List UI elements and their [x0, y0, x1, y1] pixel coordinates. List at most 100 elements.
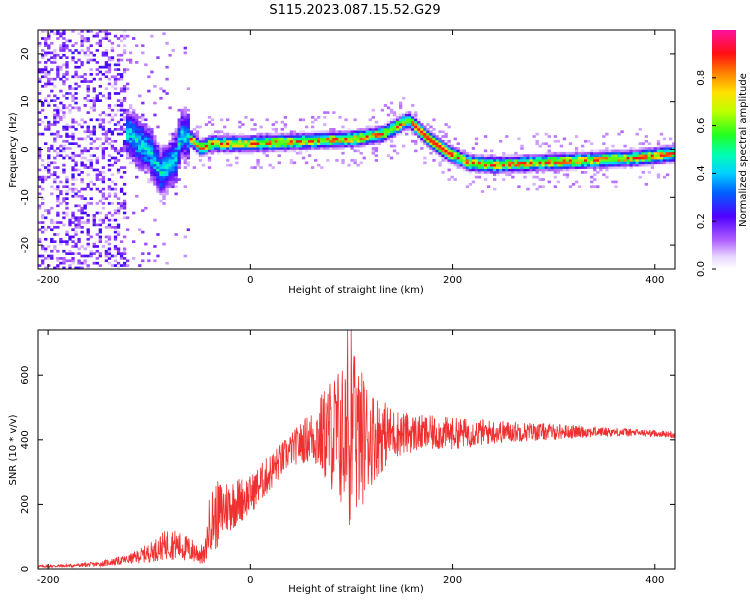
spectrogram-cell: [65, 56, 69, 59]
spectrogram-cell: [183, 130, 187, 134]
spectrogram-cell: [110, 130, 115, 134]
spectrogram-cell: [392, 149, 397, 153]
spectrogram-cell: [571, 159, 576, 162]
spectrogram-cell: [71, 56, 75, 59]
spectrogram-cell: [171, 49, 175, 52]
spectrogram-cell: [447, 144, 451, 148]
spectrogram-cell: [122, 247, 127, 251]
spectrogram-cell: [574, 147, 579, 150]
spectrogram-cell: [122, 142, 127, 146]
spectrogram-cell: [289, 147, 294, 150]
spectrogram-cell: [132, 135, 136, 138]
spectrogram-cell: [653, 154, 658, 157]
spectrogram-cell: [89, 132, 93, 136]
spectrogram-cell: [493, 173, 497, 177]
spectrogram-cell: [408, 120, 412, 124]
spectrogram-cell: [113, 159, 118, 162]
spectrogram-cell: [377, 137, 382, 141]
spectrogram-cell: [614, 159, 618, 162]
spectrogram-cell: [647, 154, 652, 157]
spectrogram-cell: [656, 161, 661, 165]
spectrogram-cell: [147, 156, 151, 160]
spectrogram-cell: [192, 144, 197, 148]
spectrogram-cell: [505, 163, 509, 167]
spectrogram-cell: [122, 44, 127, 48]
spectrogram-cell: [95, 223, 99, 227]
spectrogram-cell: [53, 221, 57, 224]
spectrogram-cell: [56, 249, 60, 253]
spectrogram-cell: [135, 118, 139, 122]
spectrogram-cell: [144, 139, 148, 143]
spectrogram-cell: [450, 161, 454, 165]
spectrogram-cell: [119, 204, 124, 208]
spectrogram-cell: [165, 166, 169, 169]
spectrogram-cell: [183, 46, 187, 50]
spectrogram-cell: [226, 159, 230, 162]
spectrogram-cell: [465, 168, 470, 172]
spectrogram-cell: [638, 163, 642, 167]
spectrogram-cell: [605, 154, 609, 157]
spectrogram-cell: [283, 144, 288, 148]
spectrogram-cell: [329, 130, 333, 134]
spectrogram-cell: [107, 113, 112, 117]
spectrogram-cell: [122, 130, 127, 134]
spectrogram-cell: [38, 41, 42, 45]
spectrogram-cell: [125, 259, 130, 263]
spectrogram-cell: [271, 149, 275, 153]
spectrogram-cell: [56, 113, 60, 117]
spectrogram-cell: [580, 171, 585, 174]
spectrogram-cell: [344, 137, 348, 141]
spectrogram-cell: [44, 237, 48, 241]
spectrogram-cell: [477, 175, 482, 179]
spectrogram-cell: [559, 166, 564, 169]
spectrogram-cell: [577, 185, 582, 189]
spectrogram-cell: [480, 190, 485, 193]
spectrogram-cell: [580, 166, 585, 169]
spectrogram-cell: [80, 245, 84, 248]
spectrogram-cell: [165, 178, 169, 181]
spectrogram-cell: [59, 101, 63, 105]
spectrogram-cell: [596, 156, 600, 160]
spectrogram-cell: [508, 159, 512, 162]
spectrogram-cell: [414, 111, 418, 114]
spectrogram-cell: [280, 149, 284, 153]
spectrogram-cell: [38, 221, 42, 224]
spectrogram-cell: [50, 56, 54, 59]
spectrogram-cell: [83, 147, 87, 150]
spectrogram-cell: [183, 151, 187, 155]
spectrogram-cell: [141, 149, 145, 153]
spectrogram-cell: [605, 175, 609, 179]
spectrogram-cell: [341, 147, 345, 150]
spectrogram-cell: [474, 156, 479, 160]
spectrogram-cell: [110, 132, 115, 136]
spectrogram-cell: [517, 159, 521, 162]
spectrogram-cell: [265, 144, 269, 148]
spectrogram-cell: [502, 159, 506, 162]
spectrogram-cell: [71, 228, 75, 232]
spectrogram-cell: [41, 68, 45, 71]
spectrogram-cell: [86, 202, 90, 205]
spectrogram-cell: [129, 130, 133, 134]
spectrogram-cell: [250, 135, 254, 138]
spectrogram-cell: [253, 127, 257, 131]
spectrogram-cell: [423, 125, 427, 129]
spectrogram-cell: [414, 127, 418, 131]
spectrogram-cell: [101, 202, 106, 205]
spectrogram-cell: [80, 63, 84, 67]
spectrogram-cell: [559, 168, 564, 172]
spectrogram-cell: [47, 245, 51, 248]
spectrogram-cell: [389, 135, 394, 138]
spectrogram-cell: [359, 127, 363, 131]
spectrogram-cell: [101, 118, 106, 122]
spectrogram-cell: [323, 130, 327, 134]
spectrogram-cell: [95, 168, 99, 172]
spectrogram-cell: [65, 147, 69, 150]
spectrogram-cell: [556, 151, 561, 155]
spectrogram-cell: [444, 151, 448, 155]
spectrogram-cell: [186, 108, 190, 112]
spectrogram-cell: [256, 139, 260, 143]
spectrogram-cell: [74, 252, 78, 255]
spectrogram-cell: [68, 237, 72, 241]
colorbar-tick-label: 0.8: [696, 70, 707, 86]
spectrogram-cell: [150, 139, 154, 143]
